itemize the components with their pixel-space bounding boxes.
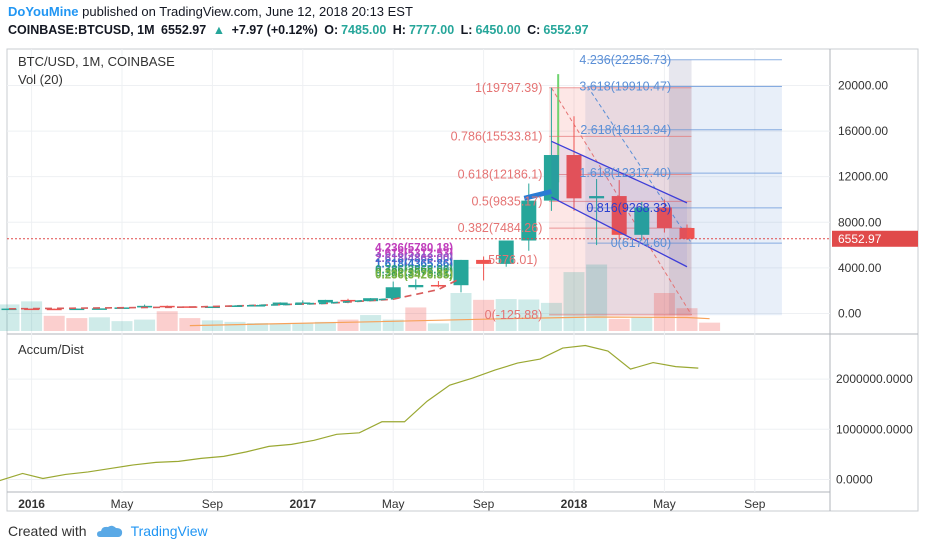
symbol-line: COINBASE:BTCUSD, 1M 6552.97 ▲ +7.97 (+0.… <box>8 23 592 37</box>
tradingview-cloud-icon <box>97 524 123 538</box>
author-name[interactable]: DoYouMine <box>8 4 79 19</box>
volume-bar <box>631 317 652 331</box>
publish-info: published on TradingView.com, June 12, 2… <box>82 4 413 19</box>
volume-bar <box>66 318 87 331</box>
open-value: 7485.00 <box>341 23 386 37</box>
accum-dist-axis-label: 2000000.0000 <box>836 372 913 386</box>
volume-bar <box>44 316 65 331</box>
volume-bar <box>428 323 449 331</box>
close-value: 6552.97 <box>543 23 588 37</box>
high-label: H: <box>393 23 406 37</box>
price-axis-label: 20000.00 <box>838 78 888 92</box>
created-with-text: Created with <box>8 523 87 539</box>
accum-dist-axis[interactable]: 0.0000 1000000.0000 2000000.0000 <box>836 372 913 486</box>
small-fib-label: 0.236(3426.35) <box>375 269 453 281</box>
open-label: O: <box>324 23 338 37</box>
price-axis-label: 0.00 <box>838 306 862 320</box>
fib-extension-label: 0.816(9268.33) <box>586 201 671 215</box>
volume-bar <box>677 308 698 331</box>
time-axis-label: May <box>111 497 134 511</box>
low-value: 6450.00 <box>475 23 520 37</box>
time-axis-label: May <box>382 497 405 511</box>
volume-bar <box>225 322 246 331</box>
fib-retracement-label: 0(-125.88) <box>485 308 543 322</box>
low-label: L: <box>461 23 473 37</box>
volume-bar <box>586 265 607 332</box>
price-axis-label: 8000.00 <box>838 215 882 229</box>
chart-canvas[interactable]: 1(19797.39) 0.786(15533.81) 0.618(12186.1)… <box>0 45 932 515</box>
side-fib-label: 5576.01) <box>488 253 537 267</box>
volume-bar <box>157 311 178 331</box>
volume-bar <box>21 301 42 331</box>
fib-retracement-label: 0.5(9835.17) <box>471 194 542 208</box>
accum-dist-axis-label: 0.0000 <box>836 472 873 486</box>
price-axis-label: 4000.00 <box>838 261 882 275</box>
fib-extension-label: 4.236(22256.73) <box>579 53 671 67</box>
publish-line: DoYouMine published on TradingView.com, … <box>8 4 413 19</box>
time-axis-label: May <box>653 497 676 511</box>
fib-retracement-label: 0.786(15533.81) <box>451 129 543 143</box>
time-axis-label: Sep <box>202 497 224 511</box>
fib-retracement-label: 0.618(12186.1) <box>458 168 543 182</box>
volume-bar <box>699 323 720 331</box>
time-axis-label: 2016 <box>18 497 45 511</box>
footer: Created with TradingView <box>8 523 208 539</box>
volume-bar <box>609 319 630 331</box>
fib-retracement-label: 0.382(7484.26) <box>458 221 543 235</box>
time-axis[interactable]: 2016 May Sep 2017 May Sep 2018 May Sep <box>18 497 766 511</box>
candle-body <box>408 285 423 287</box>
time-axis-label: 2017 <box>289 497 316 511</box>
volume-bar <box>451 293 472 331</box>
chart-title: BTC/USD, 1M, COINBASE <box>18 54 175 69</box>
candle-body <box>386 287 401 298</box>
fib-overlap-zone <box>669 60 692 315</box>
volume-bar <box>292 323 313 331</box>
time-axis-label: Sep <box>473 497 495 511</box>
volume-bar <box>654 293 675 331</box>
volume-bar <box>179 318 200 331</box>
candle-body <box>318 300 333 303</box>
volume-bar <box>564 272 585 331</box>
accum-dist-label: Accum/Dist <box>18 342 84 357</box>
price-change: +7.97 (+0.12%) <box>232 23 318 37</box>
up-arrow-icon: ▲ <box>213 23 225 37</box>
last-price: 6552.97 <box>161 23 206 37</box>
fib-retracement-label: 1(19797.39) <box>475 81 542 95</box>
volume-bar <box>360 315 381 331</box>
symbol-name: COINBASE:BTCUSD, 1M <box>8 23 155 37</box>
fib-extension-label: 2.618(16113.94) <box>580 123 671 137</box>
close-label: C: <box>527 23 540 37</box>
tradingview-link[interactable]: TradingView <box>131 523 208 539</box>
time-axis-label: Sep <box>744 497 766 511</box>
volume-bar <box>338 320 359 331</box>
volume-bar <box>541 303 562 331</box>
volume-bar <box>134 320 155 331</box>
fib-extension-label: 3.618(19910.47) <box>579 80 671 94</box>
fib-extension-label: 1.618(12317.40) <box>579 166 671 180</box>
volume-bar <box>112 321 133 331</box>
price-axis-label: 16000.00 <box>838 124 888 138</box>
accum-dist-series <box>0 346 698 482</box>
accum-dist-line <box>0 346 698 482</box>
last-price-tag-label: 6552.97 <box>838 232 882 246</box>
volume-bar <box>270 323 291 331</box>
fib-extension-label: 0(6174.60) <box>611 236 671 250</box>
volume-label: Vol (20) <box>18 72 63 87</box>
accum-dist-axis-label: 1000000.0000 <box>836 422 913 436</box>
high-value: 7777.00 <box>409 23 454 37</box>
volume-bar <box>89 317 110 331</box>
time-axis-label: 2018 <box>561 497 588 511</box>
price-axis-label: 12000.00 <box>838 170 888 184</box>
volume-bar <box>405 307 426 331</box>
